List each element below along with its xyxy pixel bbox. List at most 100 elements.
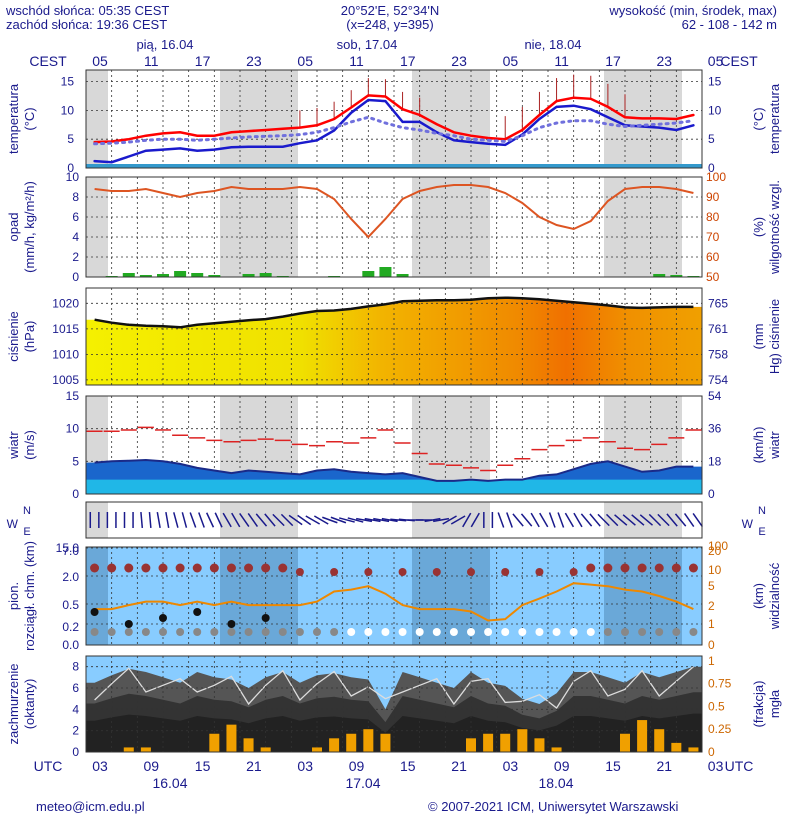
visibility-ytick-right: 0 [708,638,715,652]
footer-copyright: © 2007-2021 ICM, Uniwersytet Warszawski [428,799,679,814]
precip-bar [139,275,152,277]
temperature-series-line [93,115,695,146]
cloud-top-dot [535,568,544,576]
pressure-ylabel-left: ciśnienie [6,311,21,362]
visibility-ytick-right: 20 [708,544,722,558]
cloud_visibility-ylabel-left-unit: rozciągł. chm. (km) [22,541,37,651]
precip-bar [208,275,221,277]
fog-bar [517,729,528,752]
wind-speed-line [94,458,694,482]
bottom-tz-right: UTC [725,758,754,774]
fog-ytick-right: 1 [708,654,715,668]
top-hour-label: 05 [503,53,519,69]
cloud-low-dot [124,620,133,628]
grid-text: (x=248, y=395) [346,17,434,32]
bottom-hour-label: 09 [349,758,365,774]
cloudiness-ylabel-left: zachmurzenie [6,664,21,745]
cloud_visibility-ylabel-right: widzialność [767,562,782,630]
cloud-top-dot [467,568,475,576]
cloud-base-dot [655,628,664,636]
fog-bar [363,729,374,752]
wind-direction-arrow [239,513,250,527]
cloud-ytick-left: 2.0 [62,570,79,584]
fog-bar [312,747,322,752]
fog-bar [123,747,134,752]
cloudiness-ylabel-right: mgła [767,689,782,718]
cloud-base-dot [689,628,698,636]
temperature-ylabel-right-unit: (°C) [751,107,766,130]
precip-bar [396,274,409,277]
wind-ytick-left: 15 [66,389,80,403]
precip-bar [191,273,204,277]
cloud-top-dot [364,568,373,576]
top-day-label: pią, 16.04 [136,37,193,52]
cloud-ytick-left: 0.5 [62,598,79,612]
pressure-line [94,296,694,329]
fog-bar [534,738,545,752]
precip-ytick-left: 10 [66,170,80,184]
bottom-hour-label: 21 [246,758,262,774]
wind-direction-arrow [247,513,259,527]
visibility-ytick-right: 5 [708,579,715,593]
wind-direction-arrow [231,512,241,528]
top-hour-label: 17 [400,53,416,69]
cloud-low-dot [159,614,167,622]
cloud-top-dot [637,563,647,573]
precip-bar [122,273,135,277]
temperature-ytick-left: 10 [61,103,75,117]
pressure-ytick-right: 765 [708,296,728,310]
cloud-top-dot [124,563,134,573]
wind-direction-arrow [497,512,505,528]
coords-text: 20°52'E, 52°34'N [340,3,440,18]
cloud-top-dot [90,563,100,573]
cloud-top-dot [295,568,304,576]
cloud-top-dot [569,568,578,576]
compass-e-label: E [758,526,765,538]
wind-direction-arrow [512,513,524,527]
fog-ytick-right: 0 [708,745,715,759]
compass-n-label: N [23,505,31,517]
precip-bar [379,267,392,277]
top-day-label: sob, 17.04 [337,37,398,52]
cloud-top-dot [654,563,664,573]
fog-bar [243,738,254,752]
wind-direction-arrow [280,513,294,527]
cloud-base-dot [159,628,167,636]
cloud-base-dot [535,628,544,636]
humidity-ytick-right: 70 [706,230,720,244]
compass-n-label: N [758,505,766,517]
visibility-ytick-right: 1 [708,617,715,631]
wind-direction-arrow [222,512,232,528]
wind-direction-arrow [305,515,321,525]
precip-ytick-left: 8 [72,190,79,204]
arrows-frame [85,501,703,539]
pressure-ytick-left: 1015 [52,322,79,336]
top-hour-label: 05 [708,53,724,69]
wind-direction-arrow [140,511,144,529]
visibility-ytick-right: 100 [708,539,728,553]
wind-direction-arrow [622,514,636,526]
fog-bar [466,738,476,752]
cloud-base-dot [501,628,510,636]
cloudiness-ytick-left: 8 [72,660,79,674]
bottom-hour-label: 21 [657,758,673,774]
wind-direction-arrow [272,513,285,527]
bottom-date-label: 17.04 [345,775,380,790]
cloud-base-dot [518,628,527,636]
footer-email[interactable]: meteo@icm.edu.pl [36,799,145,814]
pressure-ytick-left: 1020 [52,296,79,310]
cloud-top-dot [671,563,681,573]
wind-direction-arrow [589,513,601,527]
fog-bar [209,733,220,752]
cloud-top-dot [432,568,441,576]
cloud-top-dot [141,563,151,573]
wind-ylabel-left: wiatr [6,431,21,460]
cloud-base-dot [415,628,424,636]
cloud-base-dot [398,628,407,636]
fog-bar [346,733,357,752]
pressure-ylabel-left-unit: (hPa) [22,321,37,353]
visibility-ytick-right: 2 [708,599,715,613]
pressure-ytick-left: 1005 [52,373,79,387]
wind-direction-arrow [470,512,480,528]
